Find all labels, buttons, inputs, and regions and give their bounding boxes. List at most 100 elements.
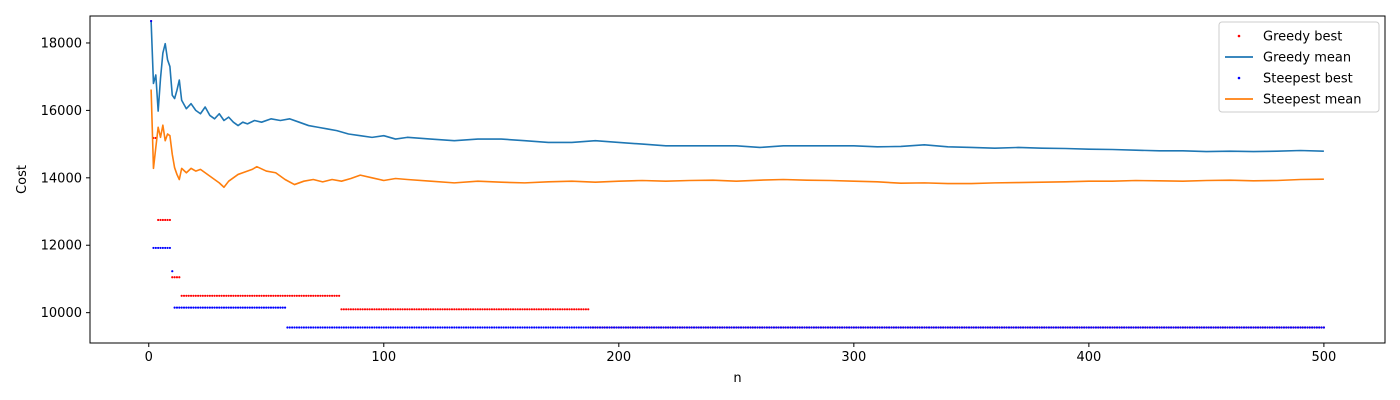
steepest-best-point <box>509 326 512 329</box>
greedy-best-point <box>504 308 508 311</box>
steepest-best-point <box>448 326 451 329</box>
steepest-best-point <box>754 326 757 329</box>
steepest-best-point <box>913 326 917 329</box>
steepest-best-point <box>591 326 595 329</box>
greedy-best-point <box>385 308 388 311</box>
greedy-best-point <box>236 294 240 297</box>
greedy-best-point <box>457 308 461 311</box>
legend-marker-greedy-best <box>1237 34 1241 38</box>
greedy-best-point <box>276 294 280 297</box>
greedy-best-point <box>201 294 204 297</box>
greedy-best-point <box>161 218 164 222</box>
steepest-best-point <box>883 326 886 329</box>
greedy-best-point <box>265 294 268 297</box>
steepest-best-point <box>1271 326 1274 329</box>
steepest-best-point <box>291 326 294 329</box>
greedy-best-point <box>537 308 541 311</box>
steepest-best-point <box>911 326 914 329</box>
steepest-best-point <box>1282 326 1286 329</box>
steepest-best-point <box>1099 326 1102 329</box>
greedy-best-point <box>509 308 512 311</box>
greedy-best-point <box>424 308 428 311</box>
greedy-best-series <box>150 19 1325 329</box>
steepest-best-point <box>340 326 343 329</box>
steepest-best-point <box>1029 326 1032 329</box>
steepest-best-point <box>1106 326 1109 329</box>
steepest-best-point <box>709 326 712 329</box>
steepest-best-point <box>152 246 155 250</box>
steepest-best-point <box>887 326 891 329</box>
steepest-best-point <box>563 326 566 329</box>
steepest-best-point <box>349 326 352 329</box>
steepest-best-point <box>605 326 609 329</box>
steepest-best-point <box>840 326 844 329</box>
steepest-best-point <box>262 306 266 309</box>
steepest-best-point <box>636 326 639 329</box>
steepest-best-point <box>1200 326 1203 329</box>
greedy-best-point <box>502 308 505 311</box>
greedy-best-point <box>363 308 367 311</box>
greedy-best-point <box>295 294 298 297</box>
x-tick-label: 500 <box>1311 350 1336 365</box>
greedy-best-point <box>436 308 439 311</box>
greedy-best-point <box>314 294 317 297</box>
steepest-best-point <box>662 326 665 329</box>
steepest-best-point <box>732 326 736 329</box>
steepest-best-point <box>798 326 801 329</box>
greedy-best-point <box>222 294 226 297</box>
steepest-best-point <box>925 326 928 329</box>
steepest-best-point <box>655 326 658 329</box>
greedy-best-point <box>439 308 442 311</box>
steepest-best-point <box>1287 326 1290 329</box>
steepest-best-point <box>483 326 486 329</box>
steepest-best-point <box>1111 326 1114 329</box>
steepest-best-point <box>307 326 310 329</box>
steepest-best-point <box>958 326 961 329</box>
steepest-best-point <box>380 326 383 329</box>
steepest-best-point <box>972 326 975 329</box>
steepest-best-point <box>923 326 926 329</box>
steepest-best-point <box>918 326 921 329</box>
greedy-best-point <box>413 308 416 311</box>
steepest-best-point <box>453 326 456 329</box>
steepest-best-point <box>1092 326 1095 329</box>
greedy-best-point <box>495 308 498 311</box>
steepest-best-point <box>777 326 780 329</box>
greedy-best-point <box>389 308 392 311</box>
steepest-best-point <box>180 306 183 309</box>
steepest-best-point <box>967 326 971 329</box>
steepest-best-point <box>396 326 399 329</box>
greedy-best-point <box>535 308 538 311</box>
steepest-best-point <box>852 326 855 329</box>
steepest-best-point <box>427 326 430 329</box>
steepest-best-point <box>387 326 390 329</box>
steepest-best-point <box>443 326 446 329</box>
greedy-best-point <box>474 308 477 311</box>
greedy-best-point <box>511 308 515 311</box>
steepest-best-point <box>620 326 623 329</box>
steepest-best-point <box>1073 326 1076 329</box>
steepest-best-point <box>1202 326 1206 329</box>
greedy-best-point <box>232 294 235 297</box>
greedy-best-point <box>434 308 437 311</box>
steepest-best-point <box>932 326 935 329</box>
steepest-best-point <box>880 326 884 329</box>
greedy-best-point <box>342 308 345 311</box>
steepest-best-point <box>1254 326 1257 329</box>
steepest-best-point <box>991 326 994 329</box>
steepest-best-point <box>862 326 865 329</box>
steepest-best-point <box>547 326 550 329</box>
greedy-best-point <box>417 308 421 311</box>
greedy-best-point <box>239 294 242 297</box>
greedy-best-point <box>551 308 555 311</box>
plot-frame <box>89 15 1386 344</box>
greedy-best-point <box>333 294 336 297</box>
steepest-best-point <box>570 326 573 329</box>
steepest-best-point <box>796 326 799 329</box>
greedy-best-point <box>171 276 174 279</box>
steepest-best-point <box>234 306 237 309</box>
steepest-best-point <box>1289 326 1293 329</box>
greedy-best-point <box>584 308 588 311</box>
steepest-best-point <box>554 326 557 329</box>
steepest-best-point <box>260 306 263 309</box>
